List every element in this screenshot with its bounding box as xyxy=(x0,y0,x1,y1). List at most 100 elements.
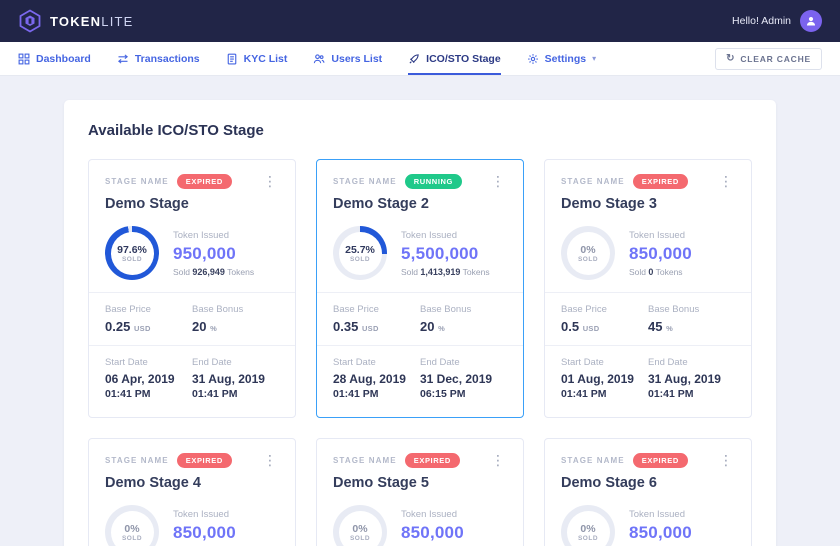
stage-title: Demo Stage xyxy=(105,196,189,212)
nav-label: Users List xyxy=(331,52,383,65)
status-badge: EXPIRED xyxy=(176,453,232,468)
base-price-block: Base Price 0.35 USD xyxy=(333,304,420,334)
sold-caption: SOLD xyxy=(349,534,371,542)
token-issued-label: Token Issued xyxy=(629,508,685,520)
progress-ring: 0% SOLD xyxy=(561,226,615,280)
price-bonus-row: Base Price 0.25 USD Base Bonus 20 % xyxy=(105,293,279,345)
clear-cache-button[interactable]: ↻ CLEAR CACHE xyxy=(715,47,822,70)
base-price-label: Base Price xyxy=(561,304,607,315)
base-price-value: 0.35 USD xyxy=(333,319,420,334)
stage-card: STAGE NAME EXPIRED Demo Stage 3 ⋮ 0% SOL… xyxy=(544,159,752,418)
token-issued-value: 850,000 xyxy=(629,243,692,263)
start-date-block: Start Date 28 Aug, 2019 01:41 PM xyxy=(333,357,420,400)
card-header: STAGE NAME RUNNING Demo Stage 2 ⋮ xyxy=(333,174,507,212)
price-bonus-row: Base Price 0.35 USD Base Bonus 20 % xyxy=(333,293,507,345)
progress-ring-inner: 97.6% SOLD xyxy=(110,231,154,275)
stage-name-label: STAGE NAME xyxy=(105,177,169,186)
token-issued-block: Token Issued 850,000 Sold 0 Tokens xyxy=(173,509,236,546)
divider xyxy=(545,345,751,346)
rocket-icon xyxy=(409,53,419,64)
start-date-value: 06 Apr, 2019 01:41 PM xyxy=(105,372,192,400)
end-date-value: 31 Aug, 2019 01:41 PM xyxy=(648,372,735,400)
nav-label: Transactions xyxy=(134,52,200,65)
card-header-left: STAGE NAME EXPIRED Demo Stage 6 xyxy=(561,453,688,491)
stage-name-label: STAGE NAME xyxy=(105,456,169,465)
token-issued-block: Token Issued 850,000 Sold 0 Tokens xyxy=(629,230,692,277)
nav-item-dashboard[interactable]: Dashboard xyxy=(18,42,91,75)
stage-card: STAGE NAME EXPIRED Demo Stage 5 ⋮ 0% SOL… xyxy=(316,438,524,546)
kebab-menu-icon[interactable]: ⋮ xyxy=(263,452,277,468)
user-avatar[interactable] xyxy=(800,10,822,32)
top-bar: TOKENLITE Hello! Admin xyxy=(0,0,840,42)
progress-ring-inner: 25.7% SOLD xyxy=(338,231,382,275)
base-bonus-block: Base Bonus 20 % xyxy=(420,304,507,334)
document-list-icon xyxy=(227,53,236,64)
grid-icon xyxy=(18,53,30,64)
card-header-left: STAGE NAME RUNNING Demo Stage 2 xyxy=(333,174,462,212)
sold-caption: SOLD xyxy=(577,534,599,542)
sold-percent: 0% xyxy=(580,522,596,535)
percent-unit: % xyxy=(210,324,218,333)
base-bonus-label: Base Bonus xyxy=(192,304,244,315)
sold-tokens-line: Sold 0 Tokens xyxy=(629,267,692,277)
base-bonus-label: Base Bonus xyxy=(648,304,700,315)
nav-item-users-list[interactable]: Users List xyxy=(313,42,382,75)
start-date-label: Start Date xyxy=(105,357,148,368)
stage-grid: STAGE NAME EXPIRED Demo Stage ⋮ 97.6% SO… xyxy=(88,159,752,546)
kebab-menu-icon[interactable]: ⋮ xyxy=(491,452,505,468)
stage-card: STAGE NAME RUNNING Demo Stage 2 ⋮ 25.7% … xyxy=(316,159,524,418)
base-bonus-value: 20 % xyxy=(192,319,279,334)
end-date-block: End Date 31 Dec, 2019 06:15 PM xyxy=(420,357,507,400)
token-issued-label: Token Issued xyxy=(401,229,457,241)
base-bonus-value: 20 % xyxy=(420,319,507,334)
stage-title: Demo Stage 2 xyxy=(333,196,429,212)
base-price-number: 0.25 xyxy=(105,319,131,334)
base-bonus-label: Base Bonus xyxy=(420,304,472,315)
status-badge: EXPIRED xyxy=(632,174,688,189)
stage-card: STAGE NAME EXPIRED Demo Stage 4 ⋮ 0% SOL… xyxy=(88,438,296,546)
kebab-menu-icon[interactable]: ⋮ xyxy=(719,452,733,468)
nav-label: KYC List xyxy=(243,52,288,65)
nav-item-kyc-list[interactable]: KYC List xyxy=(226,42,288,75)
base-bonus-number: 20 xyxy=(420,319,435,334)
token-issued-block: Token Issued 850,000 Sold 0 Tokens xyxy=(401,509,464,546)
start-time-text: 01:41 PM xyxy=(105,388,151,400)
end-date-text: 31 Dec, 2019 xyxy=(420,372,493,386)
progress-ring: 25.7% SOLD xyxy=(333,226,387,280)
card-body: 0% SOLD Token Issued 850,000 Sold 0 Toke… xyxy=(105,505,279,546)
brand-bold: TOKEN xyxy=(50,13,102,29)
start-date-text: 06 Apr, 2019 xyxy=(105,372,175,386)
usd-unit: USD xyxy=(361,324,379,333)
token-issued-label: Token Issued xyxy=(401,508,457,520)
token-issued-value: 850,000 xyxy=(173,522,236,542)
main-nav: Dashboard Transactions KYC List Users Li… xyxy=(0,42,840,76)
brand-light: LITE xyxy=(101,13,134,29)
token-issued-block: Token Issued 5,500,000 Sold 1,413,919 To… xyxy=(401,230,490,277)
nav-item-transactions[interactable]: Transactions xyxy=(117,42,200,75)
greeting-text: Hello! Admin xyxy=(732,15,791,27)
token-issued-block: Token Issued 950,000 Sold 926,949 Tokens xyxy=(173,230,254,277)
percent-unit: % xyxy=(438,324,446,333)
exchange-arrows-icon xyxy=(117,53,128,64)
sold-caption: SOLD xyxy=(577,255,599,263)
divider xyxy=(317,345,523,346)
nav-item-ico-sto-stage[interactable]: ICO/STO Stage xyxy=(408,42,501,75)
nav-item-settings[interactable]: Settings ▾ xyxy=(527,42,596,75)
base-bonus-block: Base Bonus 45 % xyxy=(648,304,735,334)
kebab-menu-icon[interactable]: ⋮ xyxy=(719,173,733,189)
card-body: 0% SOLD Token Issued 850,000 Sold 0 Toke… xyxy=(561,226,735,280)
start-time-text: 01:41 PM xyxy=(561,388,607,400)
base-price-number: 0.35 xyxy=(333,319,359,334)
progress-ring-inner: 0% SOLD xyxy=(566,231,610,275)
tokens-suffix: Tokens xyxy=(655,266,683,277)
card-body: 0% SOLD Token Issued 850,000 Sold 0 Toke… xyxy=(561,505,735,546)
status-badge: EXPIRED xyxy=(176,174,232,189)
brand-logo[interactable]: TOKENLITE xyxy=(18,9,134,33)
start-date-value: 01 Aug, 2019 01:41 PM xyxy=(561,372,648,400)
kebab-menu-icon[interactable]: ⋮ xyxy=(491,173,505,189)
percent-unit: % xyxy=(666,324,674,333)
stage-card: STAGE NAME EXPIRED Demo Stage ⋮ 97.6% SO… xyxy=(88,159,296,418)
kebab-menu-icon[interactable]: ⋮ xyxy=(263,173,277,189)
start-date-text: 28 Aug, 2019 xyxy=(333,372,406,386)
sold-percent: 0% xyxy=(352,522,368,535)
